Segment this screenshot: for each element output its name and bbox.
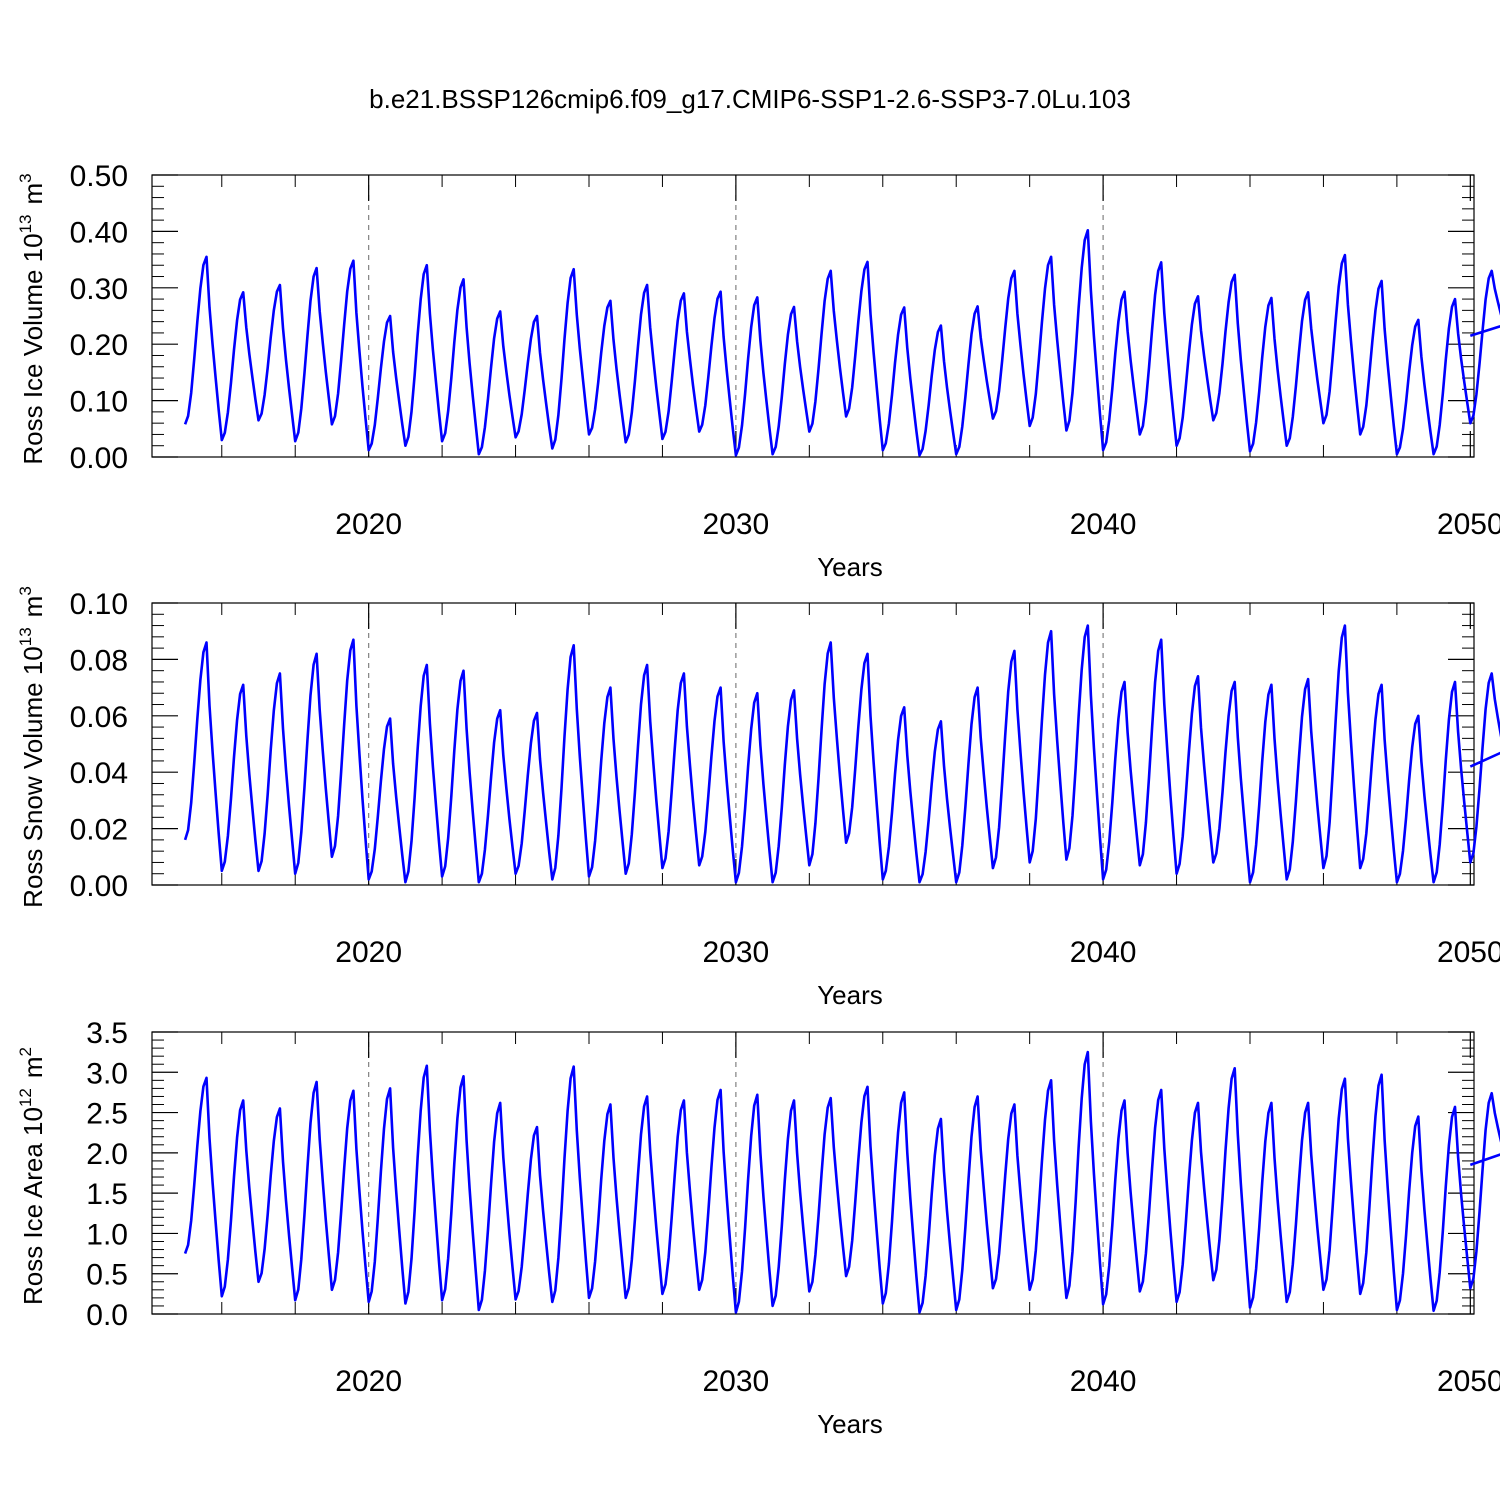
x-axis-label: Years [817,1409,883,1439]
y-axis-label-exponent: 13 [16,214,35,233]
ytick-label: 0.10 [70,386,128,419]
y-axis-label-unit-exponent: 3 [16,586,35,595]
ice-volume-panel: 0.00 0.10 0.20 0.30 0.40 0.50 2020 2030 2040 2050… [16,160,1500,582]
ytick-label: 0.00 [70,442,128,475]
ytick-label: 3.5 [86,1017,128,1050]
xtick-label: 2030 [703,1365,770,1398]
ytick-label: 3.0 [86,1057,128,1090]
x-axis-label: Years [817,980,883,1010]
ytick-label: 0.50 [70,160,128,193]
xtick-label: 2020 [335,508,402,541]
y-axis-label-unit-exponent: 2 [16,1047,35,1056]
xtick-label: 2050 [1437,508,1500,541]
series-line-ice_area [183,1050,1500,1314]
ytick-label: 0.02 [70,814,128,847]
xtick-label: 2050 [1437,1365,1500,1398]
ytick-label: 0.10 [70,588,128,621]
xtick-label: 2040 [1070,1365,1137,1398]
ytick-label: 0.0 [86,1299,128,1332]
plot-frame [151,1031,1475,1315]
y-axis-label-unit-exponent: 3 [16,173,35,182]
y-axis-label: Ross Ice Volume 1013 m3 [16,173,48,464]
ytick-label: 0.40 [70,216,128,249]
snow-volume-panel: 0.00 0.02 0.04 0.06 0.08 0.10 2020 2030 2040 2050… [16,586,1500,1010]
y-axis-label-unit: m [18,183,48,205]
xtick-label: 2040 [1070,936,1137,969]
plot-frame [151,602,1475,886]
series-line-ice_volume [183,229,1500,457]
ytick-label: 0.20 [70,329,128,362]
ytick-label: 1.0 [86,1218,128,1251]
ice-area-panel: 0.0 0.5 1.0 1.5 2.0 2.5 3.0 3.5 2020 2030 2040 2050… [16,1017,1500,1439]
xtick-label: 2040 [1070,508,1137,541]
ytick-label: 1.5 [86,1178,128,1211]
ytick-label: 2.5 [86,1098,128,1131]
y-axis-label-unit: m [18,1056,48,1078]
ytick-label: 0.00 [70,870,128,903]
series-line-snow_volume [183,624,1500,884]
page-title: b.e21.BSSP126cmip6.f09_g17.CMIP6-SSP1-2.… [369,84,1131,114]
xtick-label: 2020 [335,936,402,969]
ytick-label: 2.0 [86,1138,128,1171]
y-axis-label: Ross Snow Volume 1013 m3 [16,586,48,908]
ytick-label: 0.30 [70,273,128,306]
ytick-label: 0.04 [70,757,128,790]
xtick-label: 2030 [703,508,770,541]
y-axis-label-exponent: 12 [16,1088,35,1107]
xtick-label: 2020 [335,1365,402,1398]
y-axis-label: Ross Ice Area 1012 m2 [16,1047,48,1305]
ytick-label: 0.08 [70,644,128,677]
xtick-label: 2030 [703,936,770,969]
xtick-label: 2050 [1437,936,1500,969]
y-axis-label-main: Ross Ice Area 10 [18,1107,48,1305]
ytick-label: 0.5 [86,1259,128,1292]
y-axis-label-exponent: 13 [16,627,35,646]
y-axis-label-main: Ross Snow Volume 10 [18,646,48,908]
x-axis-label: Years [817,552,883,582]
y-axis-label-unit: m [18,596,48,618]
ytick-label: 0.06 [70,701,128,734]
plot-frame [151,174,1475,458]
y-axis-label-main: Ross Ice Volume 10 [18,233,48,464]
